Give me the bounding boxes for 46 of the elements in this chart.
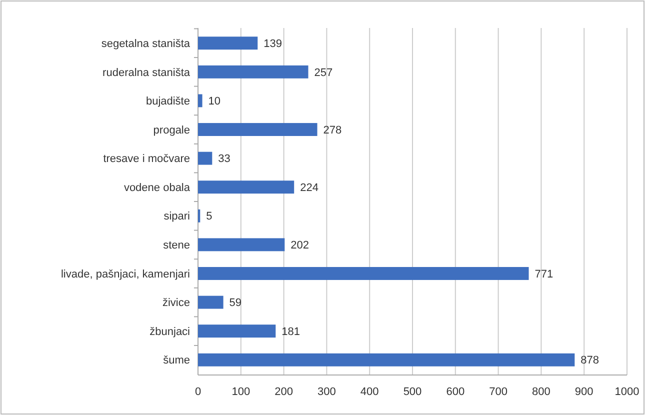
x-tick-label: 600 — [446, 386, 465, 398]
y-tick-label: livade, pašnjaci, kamenjari — [60, 268, 190, 280]
bar — [198, 324, 276, 338]
y-tick-label: vodene obala — [124, 182, 191, 194]
bar — [198, 296, 224, 309]
x-tick-label: 100 — [232, 386, 250, 398]
y-tick-label: segetalna staništa — [101, 38, 191, 50]
bar — [198, 65, 308, 78]
data-label: 139 — [264, 38, 282, 50]
bar — [198, 180, 294, 194]
x-tick-label: 900 — [574, 386, 594, 398]
data-label: 771 — [534, 268, 554, 280]
bar — [198, 36, 258, 50]
data-label: 278 — [323, 124, 342, 136]
data-label: 202 — [290, 240, 310, 252]
bar — [198, 152, 212, 165]
y-tick-label: živice — [162, 297, 190, 310]
x-tick-label: 200 — [274, 386, 293, 398]
data-label: 5 — [206, 210, 212, 223]
data-label: 257 — [314, 66, 333, 79]
bar — [198, 123, 318, 136]
x-tick-label: 500 — [403, 386, 422, 398]
data-label: 224 — [300, 182, 318, 194]
y-tick-label: progale — [153, 124, 190, 136]
y-tick-label: sipari — [164, 210, 190, 223]
x-tick-label: 400 — [360, 386, 379, 398]
y-tick-label: ruderalna staništa — [102, 66, 191, 79]
data-label: 33 — [218, 153, 230, 166]
y-tick-label: stene — [163, 240, 190, 252]
y-tick-label: bujadište — [146, 96, 190, 108]
y-tick-label: žbunjaci — [150, 326, 190, 338]
y-tick-label: tresave i močvare — [103, 153, 190, 166]
x-tick-label: 0 — [194, 386, 202, 398]
bar — [198, 267, 529, 280]
x-tick-label: 700 — [489, 386, 508, 398]
bar — [198, 94, 202, 108]
data-label: 878 — [580, 354, 600, 367]
x-tick-label: 1000 — [614, 386, 640, 398]
y-tick-label: šume — [163, 354, 190, 367]
bar — [198, 238, 285, 252]
x-tick-label: 300 — [318, 386, 336, 398]
bar — [198, 353, 575, 366]
data-label: 181 — [282, 326, 300, 338]
data-label: 10 — [208, 96, 221, 108]
x-tick-label: 800 — [532, 386, 550, 398]
data-label: 59 — [229, 297, 242, 310]
